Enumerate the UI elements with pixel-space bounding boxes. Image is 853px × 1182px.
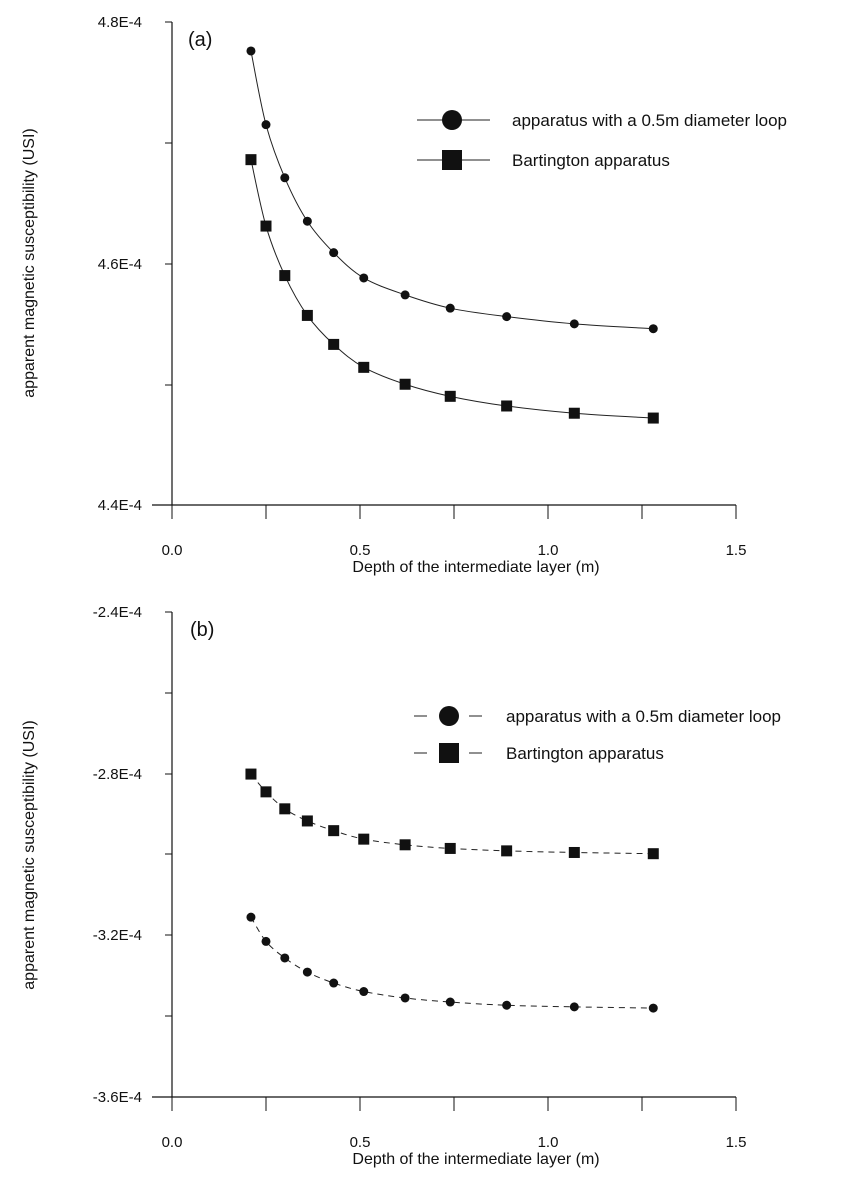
chart-panel-a: 4.8E-4 4.6E-4 4.4E-4 0.0 0.5 1.0 1.5 Depth of t… [21,14,787,576]
panel-label: (a) [188,29,212,51]
x-tick-label: 0.5 [350,542,371,559]
data-point-circle [648,324,658,334]
data-point-square [245,154,257,166]
data-point-circle [359,987,369,997]
y-tick-label: -3.6E-4 [93,1089,142,1106]
data-point-square [501,845,513,857]
y-axis-title: apparent magnetic susceptibility (USI) [21,128,38,397]
legend-label: Bartington apparatus [506,744,664,763]
data-point-square [260,220,272,232]
data-point-square [328,338,340,350]
data-point-square [444,842,456,854]
x-tick-label: 1.0 [538,542,559,559]
x-tick-label: 0.5 [350,1134,371,1151]
data-point-circle [280,173,290,183]
y-tick-label: -3.2E-4 [93,927,142,944]
data-point-circle [246,46,256,56]
data-point-circle [445,997,455,1007]
data-point-circle [569,1002,579,1012]
legend-marker-circle [442,110,462,130]
legend-label: Bartington apparatus [512,151,670,170]
chart-panel-b: -2.4E-4 -2.8E-4 -3.2E-4 -3.6E-4 0.0 0.5 1.0 1.5… [21,604,781,1168]
data-point-circle [502,312,512,322]
data-point-square [245,768,257,780]
data-point-circle [445,303,455,313]
data-point-circle [569,319,579,329]
data-point-square [647,412,659,424]
y-tick-label: 4.4E-4 [98,497,142,514]
data-point-square [647,848,659,860]
data-point-circle [280,953,290,963]
data-point-circle [261,936,271,946]
series-bartington-apparatus [245,154,659,424]
data-point-circle [302,216,312,226]
data-point-square [301,309,313,321]
x-tick-label: 1.0 [538,1134,559,1151]
data-point-circle [400,993,410,1003]
data-point-square [279,803,291,815]
x-tick-label: 0.0 [162,542,183,559]
data-point-square [399,378,411,390]
series-bartington-apparatus [245,768,659,860]
data-point-circle [329,978,339,988]
data-point-circle [359,273,369,283]
data-point-circle [648,1003,658,1013]
y-tick-label: 4.8E-4 [98,14,142,31]
data-point-square [568,846,580,858]
y-tick-label: 4.6E-4 [98,256,142,273]
y-tick-label: -2.4E-4 [93,604,142,621]
x-tick-label: 1.5 [726,542,747,559]
data-point-square [301,815,313,827]
data-point-circle [261,120,271,130]
data-point-square [279,270,291,282]
legend-marker-square [442,150,462,170]
series-line [250,916,654,1009]
y-axis-title: apparent magnetic susceptibility (USI) [21,720,38,989]
legend-marker-square [439,743,459,763]
y-tick-label: -2.8E-4 [93,766,142,783]
x-axis-title: Depth of the intermediate layer (m) [352,559,599,576]
legend-label: apparatus with a 0.5m diameter loop [512,111,787,130]
data-point-square [358,833,370,845]
data-point-circle [400,290,410,300]
data-point-circle [302,967,312,977]
data-point-square [568,407,580,419]
data-point-square [444,390,456,402]
legend-label: apparatus with a 0.5m diameter loop [506,707,781,726]
legend-marker-circle [439,706,459,726]
data-point-circle [246,912,256,922]
x-tick-label: 0.0 [162,1134,183,1151]
data-point-square [399,839,411,851]
data-point-circle [329,248,339,258]
x-axis-title: Depth of the intermediate layer (m) [352,1151,599,1168]
series-loop-apparatus [246,912,658,1013]
data-point-square [328,825,340,837]
x-tick-label: 1.5 [726,1134,747,1151]
data-point-square [260,786,272,798]
data-point-circle [502,1000,512,1010]
data-point-square [501,400,513,412]
series-loop-apparatus [246,46,658,334]
panel-label: (b) [190,619,214,641]
data-point-square [358,361,370,373]
